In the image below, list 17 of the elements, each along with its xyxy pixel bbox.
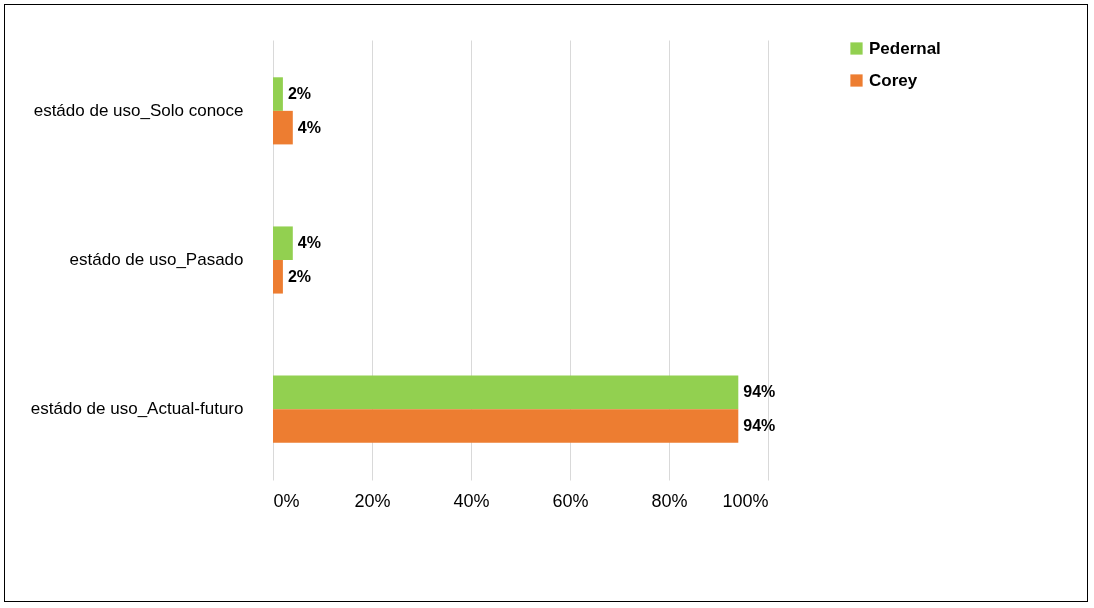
data-label: 4% [297,234,321,252]
data-label: 2% [287,267,312,285]
data-label: 94% [743,383,776,401]
y-tick-label: estádo de uso_Actual-futuro [30,399,244,419]
x-tick-label: 100% [722,490,769,511]
data-label: 4% [297,118,321,136]
x-tick-label: 60% [552,490,589,511]
data-label: 94% [743,416,776,434]
x-tick-label: 40% [453,490,490,511]
x-tick-label: 20% [354,490,391,511]
legend-label: Pedernal [869,38,941,58]
y-tick-label: estádo de uso_Solo conoce [33,100,244,120]
x-tick-label: 0% [273,490,300,511]
legend-label: Corey [869,70,918,90]
x-tick-label: 80% [651,490,688,511]
y-tick-label: estádo de uso_Pasado [69,250,244,269]
data-label: 2% [287,85,312,103]
